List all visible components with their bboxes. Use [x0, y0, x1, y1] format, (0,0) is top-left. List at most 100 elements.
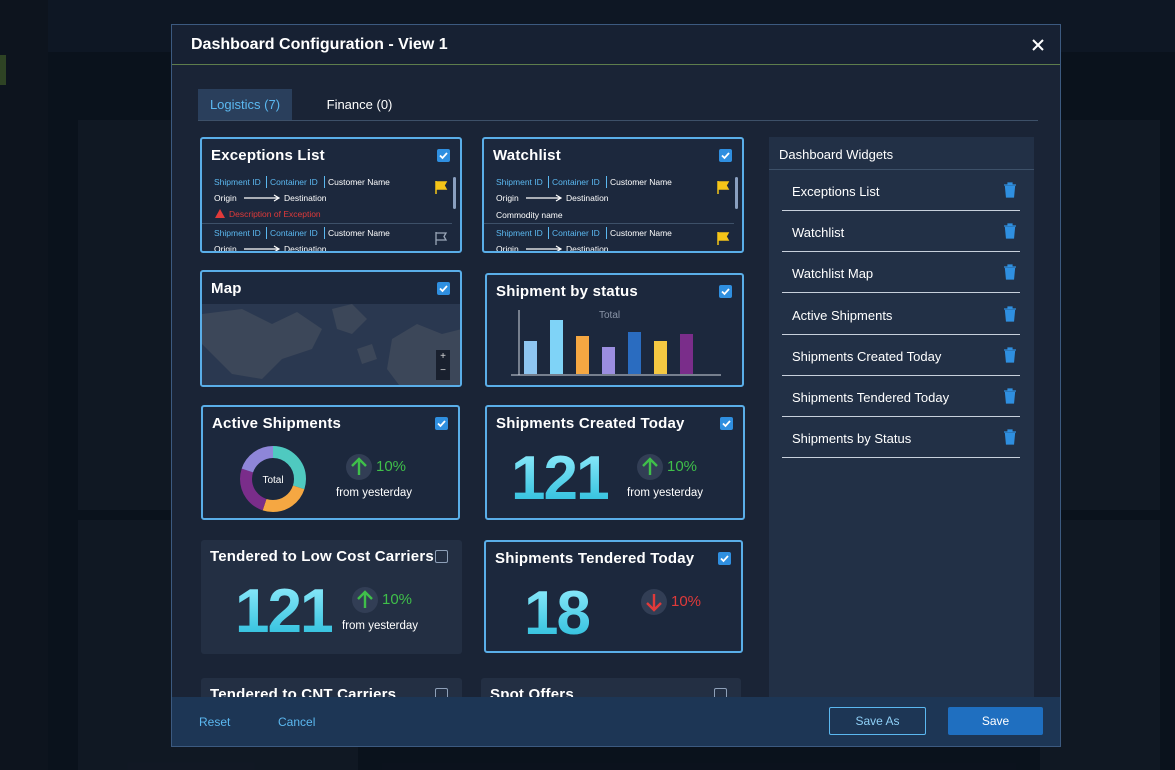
widget-title: Map	[211, 280, 242, 297]
trend-change: 10%	[671, 593, 702, 610]
trend-change: 10%	[667, 458, 698, 475]
map-land	[332, 304, 367, 334]
widget-card[interactable]: Tendered to CNT Carriers	[201, 678, 462, 697]
check-mark	[439, 285, 448, 293]
field-label: Customer Name	[610, 228, 672, 238]
delete-button[interactable]	[1003, 182, 1017, 198]
tab[interactable]: Finance (0)	[326, 97, 393, 112]
sidebar-list: Exceptions List Watchlist Watchlist Map Act…	[769, 170, 1034, 590]
widget-card[interactable]: Spot Offers	[481, 678, 741, 697]
field-divider	[266, 176, 267, 188]
widget-card[interactable]: Map + −	[200, 270, 462, 387]
checkbox[interactable]	[719, 149, 732, 162]
field-divider	[606, 227, 607, 239]
map-land	[357, 344, 377, 364]
sidebar-item: Exceptions List	[782, 170, 1020, 211]
bar	[680, 334, 693, 374]
kpi-value: 121	[235, 577, 334, 646]
widget-card[interactable]: Shipment by status Total	[485, 273, 744, 387]
warning	[215, 209, 225, 218]
delete-button[interactable]	[1003, 223, 1017, 239]
delete-button[interactable]	[1003, 429, 1017, 445]
delete-button[interactable]	[1003, 347, 1017, 363]
origin: Origin	[214, 193, 237, 203]
check-icon	[439, 152, 448, 160]
checkbox[interactable]	[720, 417, 733, 430]
origin: Origin	[496, 244, 519, 253]
widget-card[interactable]: Exceptions List Shipment ID Container ID Cu…	[200, 137, 462, 253]
exception-note: Description of Exception	[229, 209, 321, 219]
row-divider	[484, 223, 734, 224]
reset-button[interactable]: Reset	[199, 715, 231, 729]
zoom-button[interactable]: −	[440, 365, 446, 376]
field-divider	[266, 227, 267, 239]
flag	[717, 232, 730, 245]
trash-icon	[1004, 429, 1016, 445]
widget-title: Shipment by status	[496, 283, 638, 300]
checkbox[interactable]	[435, 417, 448, 430]
zoom-control: + −	[436, 350, 450, 380]
widget-title: Exceptions List	[211, 147, 325, 164]
sidebar-item-label: Shipments Tendered Today	[792, 390, 950, 405]
zoom-button[interactable]: +	[440, 351, 446, 362]
trend-icon	[346, 454, 372, 480]
check-mark	[437, 420, 446, 428]
checkbox[interactable]	[437, 149, 450, 162]
checkbox[interactable]	[435, 688, 448, 697]
donut-segment	[240, 446, 306, 512]
delete-button[interactable]	[1003, 388, 1017, 404]
header-divider	[172, 64, 1060, 65]
checkbox[interactable]	[718, 552, 731, 565]
check-icon	[437, 420, 446, 428]
widget-sidebar: Dashboard Widgets Exceptions List Watchli…	[769, 137, 1034, 697]
sidebar-item-label: Watchlist Map	[792, 266, 874, 282]
sidebar-item: Shipments Tendered Today	[782, 376, 1020, 417]
side-nav	[0, 0, 48, 770]
tab[interactable]: Logistics (7)	[198, 89, 292, 120]
checkbox[interactable]	[435, 550, 448, 563]
sidebar-item-label: Shipments by Status	[792, 431, 912, 447]
check-mark	[439, 152, 448, 160]
save-button[interactable]: Save	[948, 707, 1043, 735]
cancel-button[interactable]: Cancel	[278, 715, 316, 729]
trend-arrow	[351, 457, 367, 475]
sidebar-item: Watchlist Map	[782, 252, 1020, 294]
scrollbar	[735, 177, 738, 209]
widget-card[interactable]: Watchlist Shipment ID Container ID Customer…	[482, 137, 744, 253]
check-mark	[722, 420, 731, 428]
field-divider	[548, 176, 549, 188]
delete-button[interactable]	[1003, 305, 1017, 322]
check-mark	[721, 288, 730, 296]
widget-card[interactable]: Shipments Tendered Today 18 10%	[484, 540, 743, 653]
donut-segment	[240, 446, 306, 512]
map	[202, 304, 460, 385]
widget-card[interactable]: Active Shipments Total 10% from yesterday	[201, 405, 460, 520]
checkbox[interactable]	[714, 688, 727, 697]
trend-caption: from yesterday	[627, 487, 704, 499]
widget-card[interactable]: Shipments Created Today 121 10% from yester…	[485, 405, 745, 520]
route-arrow	[526, 245, 563, 251]
widget-grid: Exceptions List Shipment ID Container ID Cu…	[172, 137, 764, 697]
close-button[interactable]	[1031, 38, 1045, 52]
checkbox[interactable]	[437, 282, 450, 295]
save-as-button[interactable]: Save As	[829, 707, 926, 735]
route-arrow	[244, 245, 281, 251]
field-label: Shipment ID	[214, 228, 261, 238]
widget-title: Tendered to CNT Carriers	[210, 686, 397, 697]
flag-icon	[435, 181, 448, 194]
widget-card[interactable]: Tendered to Low Cost Carriers 121 10% from …	[201, 540, 462, 654]
trend-arrow	[357, 590, 373, 608]
field-label: Customer Name	[328, 228, 390, 238]
widget-title: Shipments Created Today	[496, 415, 685, 432]
delete-button[interactable]	[1003, 264, 1017, 280]
field-label: Customer Name	[610, 177, 672, 187]
checkbox[interactable]	[719, 285, 732, 298]
warning-icon	[215, 209, 225, 218]
trash-icon	[1004, 388, 1016, 404]
field-divider	[606, 176, 607, 188]
sidebar-title: Dashboard Widgets	[779, 147, 894, 162]
check-icon	[720, 555, 729, 563]
trend-icon	[637, 454, 663, 480]
field-divider	[324, 227, 325, 239]
sidebar-item: Watchlist	[782, 211, 1020, 253]
